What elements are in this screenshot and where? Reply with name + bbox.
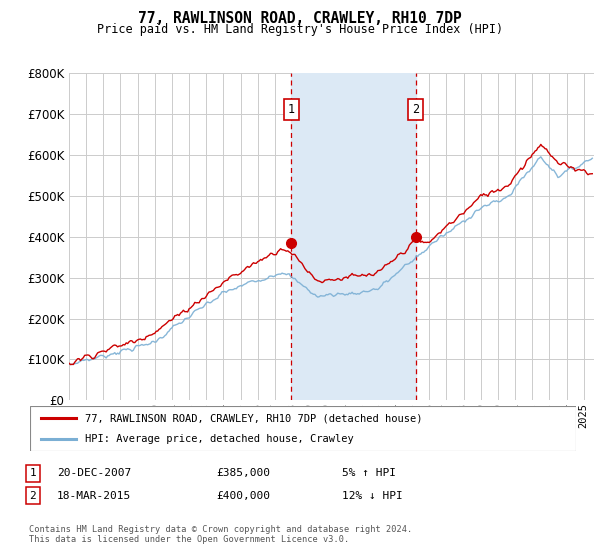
Text: 18-MAR-2015: 18-MAR-2015 <box>57 491 131 501</box>
Text: 77, RAWLINSON ROAD, CRAWLEY, RH10 7DP (detached house): 77, RAWLINSON ROAD, CRAWLEY, RH10 7DP (d… <box>85 413 422 423</box>
Text: 5% ↑ HPI: 5% ↑ HPI <box>342 468 396 478</box>
Text: £385,000: £385,000 <box>216 468 270 478</box>
Text: Contains HM Land Registry data © Crown copyright and database right 2024.: Contains HM Land Registry data © Crown c… <box>29 525 412 534</box>
Text: 2: 2 <box>29 491 37 501</box>
Bar <box>292 73 416 400</box>
Text: HPI: Average price, detached house, Crawley: HPI: Average price, detached house, Craw… <box>85 433 353 444</box>
Text: 2: 2 <box>412 103 419 116</box>
Text: 1: 1 <box>288 103 295 116</box>
Text: 20-DEC-2007: 20-DEC-2007 <box>57 468 131 478</box>
Text: 12% ↓ HPI: 12% ↓ HPI <box>342 491 403 501</box>
Text: This data is licensed under the Open Government Licence v3.0.: This data is licensed under the Open Gov… <box>29 535 349 544</box>
Text: 1: 1 <box>29 468 37 478</box>
Text: 77, RAWLINSON ROAD, CRAWLEY, RH10 7DP: 77, RAWLINSON ROAD, CRAWLEY, RH10 7DP <box>138 11 462 26</box>
Text: £400,000: £400,000 <box>216 491 270 501</box>
FancyBboxPatch shape <box>30 406 576 451</box>
Text: Price paid vs. HM Land Registry's House Price Index (HPI): Price paid vs. HM Land Registry's House … <box>97 23 503 36</box>
